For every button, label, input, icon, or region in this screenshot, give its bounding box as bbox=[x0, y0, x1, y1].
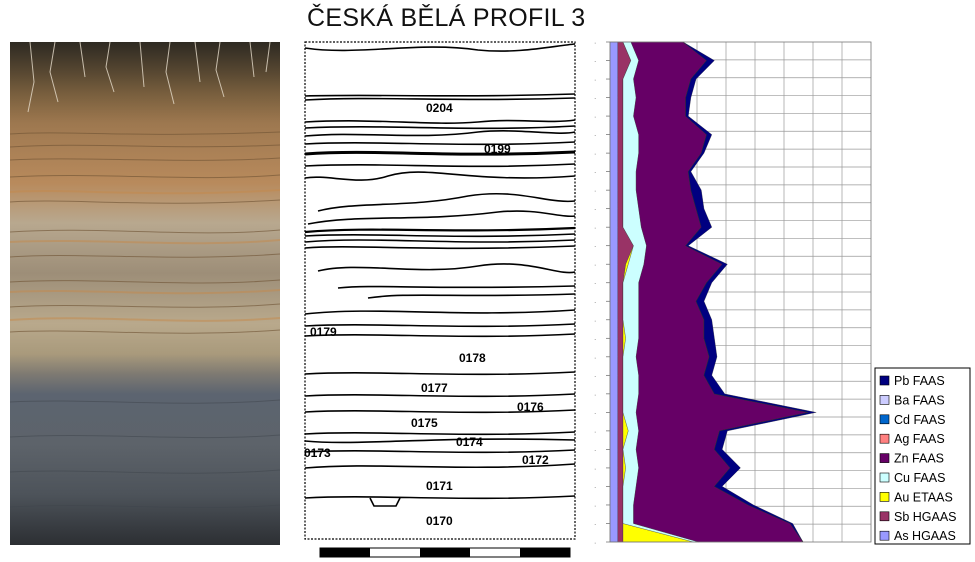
legend-label: Ba FAAS bbox=[894, 393, 945, 407]
legend-label: As HGAAS bbox=[894, 529, 956, 543]
depth-tick: · bbox=[594, 392, 596, 399]
depth-axis: · · · · · · · · · · · · · · · · · · · · · · · · · · · · bbox=[594, 40, 610, 547]
layer-label-0204: 0204 bbox=[426, 101, 453, 115]
depth-tick: · bbox=[594, 207, 596, 214]
legend-swatch bbox=[879, 472, 890, 483]
legend-label: Zn FAAS bbox=[894, 452, 944, 466]
layer-label-0199: 0199 bbox=[484, 142, 511, 156]
chart-title: ČESKÁ BĚLÁ PROFIL 3 bbox=[307, 4, 586, 32]
layer-label-0171: 0171 bbox=[426, 479, 453, 493]
legend-swatch bbox=[879, 433, 890, 444]
depth-tick: · bbox=[594, 466, 596, 473]
layer-label-0178: 0178 bbox=[459, 351, 486, 365]
layer-label-0172: 0172 bbox=[522, 453, 549, 467]
depth-tick: · bbox=[594, 96, 596, 103]
legend-label: Ag FAAS bbox=[894, 432, 945, 446]
layer-boundaries bbox=[304, 43, 576, 507]
legend-label: Cd FAAS bbox=[894, 413, 945, 427]
depth-tick: · bbox=[594, 429, 596, 436]
area-as-hgaas bbox=[609, 41, 618, 543]
depth-tick: · bbox=[594, 262, 596, 269]
layer-label-0173: 0173 bbox=[304, 446, 331, 460]
depth-tick: · bbox=[594, 114, 596, 121]
legend-label: Cu FAAS bbox=[894, 471, 945, 485]
legend-label: Sb HGAAS bbox=[894, 510, 957, 524]
legend-label: Au ETAAS bbox=[894, 490, 953, 504]
depth-tick: · bbox=[594, 281, 596, 288]
depth-tick: · bbox=[594, 225, 596, 232]
depth-tick: · bbox=[594, 521, 596, 528]
layer-label-0175: 0175 bbox=[411, 416, 438, 430]
legend-swatch bbox=[879, 395, 890, 405]
depth-tick: · bbox=[594, 503, 596, 510]
legend-swatch bbox=[879, 375, 890, 386]
plot-frame bbox=[609, 41, 872, 543]
depth-tick: · bbox=[594, 447, 596, 454]
depth-tick: · bbox=[594, 336, 596, 343]
layer-label-0176: 0176 bbox=[517, 400, 544, 414]
layer-sketch: 0204 0199 0179 0178 0177 0176 0175 0174 … bbox=[304, 41, 576, 558]
depth-tick: · bbox=[594, 244, 596, 251]
legend-swatch bbox=[879, 414, 890, 425]
depth-tick: · bbox=[594, 188, 596, 195]
layer-label-0177: 0177 bbox=[421, 381, 448, 395]
legend-label: Pb FAAS bbox=[894, 374, 945, 388]
legend-swatch bbox=[879, 453, 890, 463]
depth-tick: · bbox=[594, 77, 596, 84]
depth-tick: · bbox=[594, 170, 596, 177]
depth-tick: · bbox=[594, 40, 596, 47]
soil-profile-photo bbox=[10, 42, 280, 545]
depth-tick: · bbox=[594, 59, 596, 66]
depth-tick: · bbox=[594, 410, 596, 417]
legend-swatch bbox=[879, 511, 890, 522]
depth-tick: · bbox=[594, 355, 596, 362]
chart-legend: Pb FAAS Ba FAAS Cd FAAS Ag FAAS Zn FAAS Cu FA… bbox=[874, 367, 971, 545]
element-chart: · · · · · · · · · · · · · · · · · · · · · · · · · · · · Pb FAAS Ba F… bbox=[594, 40, 971, 547]
legend-swatch bbox=[879, 492, 890, 502]
depth-tick: · bbox=[594, 299, 596, 306]
depth-tick: · bbox=[594, 133, 596, 140]
depth-tick: · bbox=[594, 151, 596, 158]
depth-tick: · bbox=[594, 484, 596, 491]
layer-label-0179: 0179 bbox=[310, 325, 337, 339]
legend-swatch bbox=[879, 530, 890, 541]
depth-tick: · bbox=[594, 540, 596, 547]
depth-tick: · bbox=[594, 373, 596, 380]
layer-label-0170: 0170 bbox=[426, 514, 453, 528]
depth-tick: · bbox=[594, 318, 596, 325]
scale-bar bbox=[319, 547, 571, 558]
layer-label-0174: 0174 bbox=[456, 435, 483, 449]
sketch-frame bbox=[304, 41, 576, 540]
